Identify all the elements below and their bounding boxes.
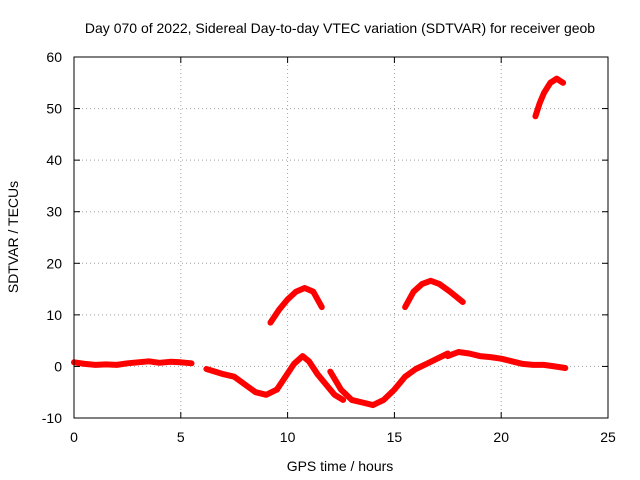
x-tick-label: 15 (387, 429, 403, 445)
chart-title: Day 070 of 2022, Sidereal Day-to-day VTE… (85, 20, 595, 36)
y-tick-label: 0 (54, 358, 62, 374)
x-tick-label: 20 (493, 429, 509, 445)
x-tick-labels: 0 5 10 15 20 25 (70, 429, 616, 445)
y-axis-label: SDTVAR / TECUs (5, 181, 21, 293)
y-tick-label: 10 (46, 307, 62, 323)
x-tick-label: 25 (600, 429, 616, 445)
series-arc-3 (532, 75, 567, 120)
y-tick-label: 30 (46, 204, 62, 220)
data-series (71, 75, 569, 409)
y-tick-labels: -10 0 10 20 30 40 50 60 (42, 49, 62, 426)
x-tick-label: 5 (177, 429, 185, 445)
y-tick-label: 20 (46, 255, 62, 271)
y-tick-label: 50 (46, 101, 62, 117)
y-tick-label: -10 (42, 410, 62, 426)
x-tick-label: 0 (70, 429, 78, 445)
plot-frame (73, 56, 609, 419)
x-axis-label: GPS time / hours (287, 458, 394, 474)
y-tick-label: 60 (46, 49, 62, 65)
series-baseline-early (71, 358, 195, 368)
series-dip-afternoon (327, 350, 451, 409)
series-baseline-late (444, 349, 569, 371)
series-arc-1 (267, 285, 325, 326)
ticks (73, 56, 609, 419)
series-arc-2 (402, 277, 466, 311)
x-tick-label: 10 (280, 429, 296, 445)
y-tick-label: 40 (46, 152, 62, 168)
series-dip-morning (203, 366, 280, 398)
grid (74, 57, 608, 418)
series-hump-noon (273, 353, 347, 403)
